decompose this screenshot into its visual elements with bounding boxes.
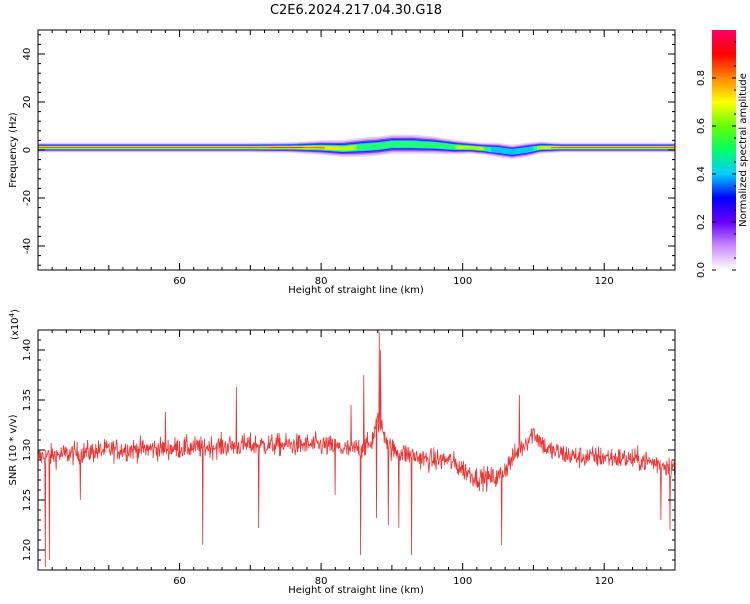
spectrogram-xtick-label: 60 [173,276,186,287]
snr-ytick-label: 1.20 [22,539,33,561]
snr-multiplier-close: ) [10,309,21,313]
snr-xtick-label: 120 [595,576,614,587]
snr-ytick-label: 1.35 [22,389,33,411]
snr-multiplier-base: (x10 [10,317,21,340]
colorbar-label: Normalized spectral amplitude [738,73,749,227]
spectrogram-ytick-label: -40 [22,238,33,254]
snr-xtick-label: 100 [453,576,472,587]
snr-ylabel: SNR (10 * v/v) [8,414,19,485]
colorbar-tick-label: 0.8 [696,70,707,86]
colorbar-tick-label: 0.6 [696,118,707,134]
colorbar-tick-label: 0.0 [696,262,707,278]
spectrogram-xtick-label: 120 [595,276,614,287]
spectrogram-xlabel: Height of straight line (km) [288,285,424,296]
snr-ytick-label: 1.30 [22,439,33,461]
spectrogram-ytick-label: 40 [22,48,33,61]
spectrogram-ytick-label: -20 [22,190,33,206]
figure-title: C2E6.2024.217.04.30.G18 [270,3,442,18]
snr-xlabel: Height of straight line (km) [288,585,424,596]
spectrogram-ytick-label: 0 [22,147,33,153]
snr-xtick-label: 60 [173,576,186,587]
spectrogram-ylabel: Frequency (Hz) [8,112,19,188]
spectrogram-ytick-label: 20 [22,96,33,109]
snr-ytick-label: 1.40 [22,339,33,361]
colorbar-gradient [712,30,736,270]
svg-text:(x104): (x104) [8,309,21,340]
colorbar-tick-label: 0.4 [696,166,707,182]
snr-multiplier: (x104) [8,309,21,340]
colorbar: 0.0 0.2 0.4 0.6 0.8 Normalized spectral ampl… [696,30,749,278]
spectrogram-xtick-label: 100 [453,276,472,287]
colorbar-tick-label: 0.2 [696,214,707,230]
snr-ytick-label: 1.25 [22,489,33,511]
